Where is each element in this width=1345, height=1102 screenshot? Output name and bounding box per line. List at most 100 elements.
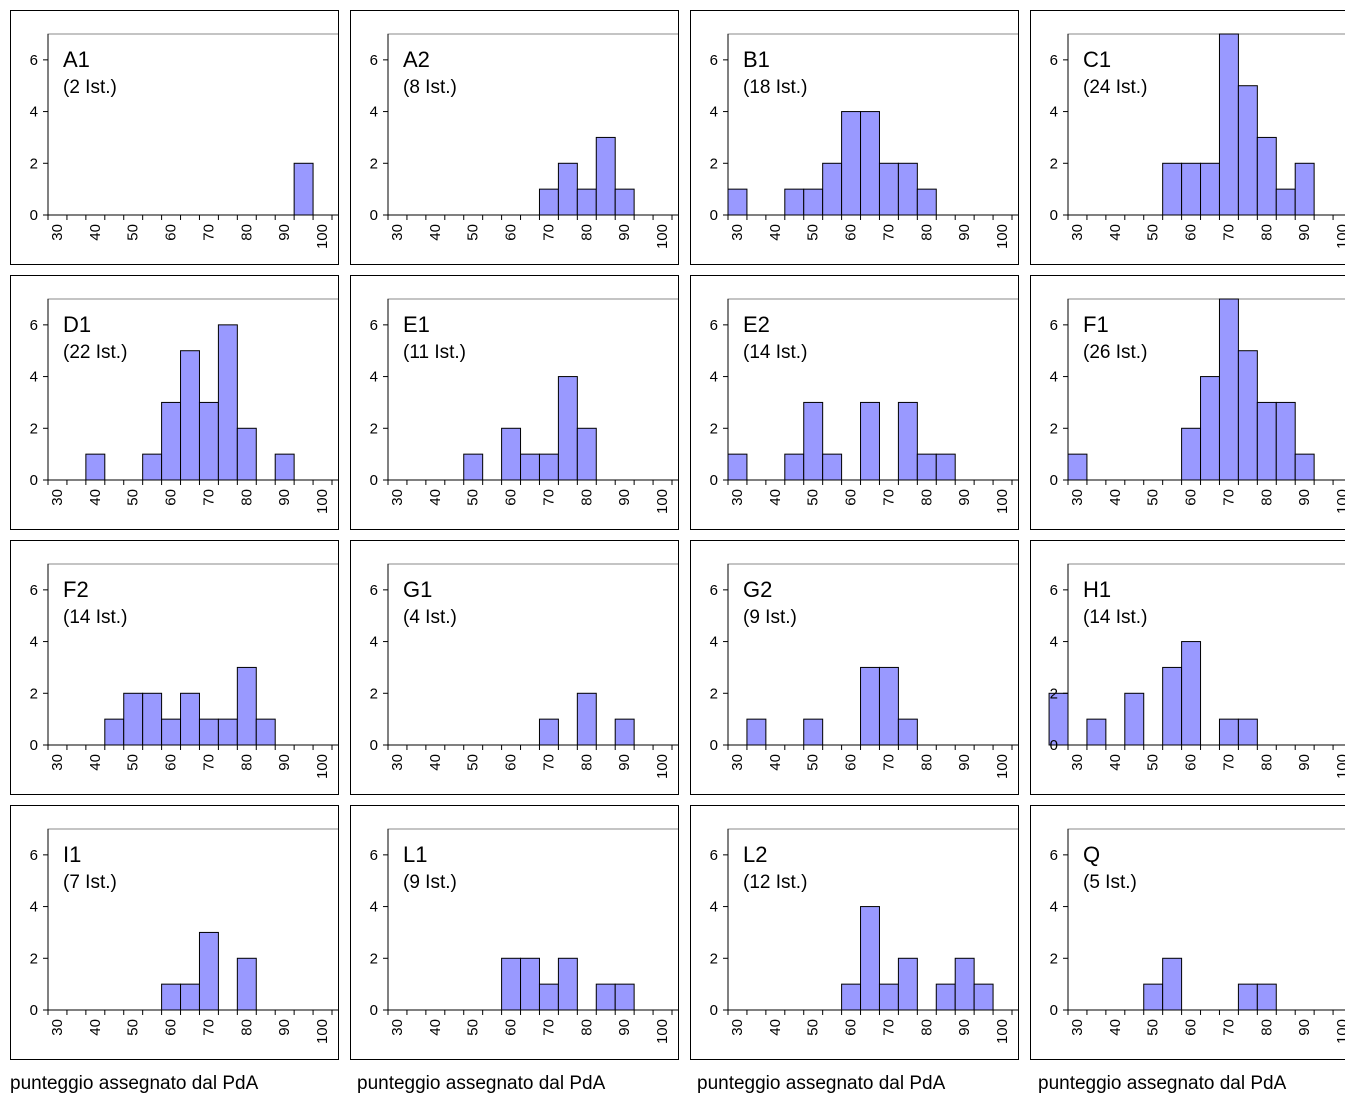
bar xyxy=(1237,85,1258,216)
histogram-svg: 30 40 50 60 70 80 90 100 0 2 4 6 D1 (22 Ist.) xyxy=(30,298,338,514)
x-tick-label: 40 xyxy=(427,224,444,241)
panel-subtitle: (14 Ist.) xyxy=(743,342,807,363)
x-tick-label: 80 xyxy=(238,754,255,771)
x-tick-label: 50 xyxy=(805,224,822,241)
y-tick-label: 2 xyxy=(710,950,718,967)
x-tick-label: 90 xyxy=(956,489,973,506)
panel-subtitle: (9 Ist.) xyxy=(743,607,797,628)
bar xyxy=(878,666,899,746)
x-tick-label: 30 xyxy=(729,489,746,506)
x-tick-label: 70 xyxy=(880,1019,897,1036)
x-tick-label: 50 xyxy=(1145,489,1162,506)
x-tick-label: 90 xyxy=(1296,754,1313,771)
y-tick-label: 0 xyxy=(1050,207,1058,224)
panel-title: L1 xyxy=(403,842,427,867)
bar xyxy=(538,983,559,1011)
x-tick-label: 40 xyxy=(427,1019,444,1036)
bar xyxy=(1218,298,1239,481)
bar xyxy=(520,453,540,481)
histogram-panel-l1: 30 40 50 60 70 80 90 100 0 2 4 6 L1 (9 Ist.) xyxy=(350,805,679,1060)
x-tick-label: 100 xyxy=(1334,224,1345,249)
x-tick-label: 80 xyxy=(1258,489,1275,506)
bar xyxy=(822,453,843,481)
bar xyxy=(274,453,295,481)
plot-area xyxy=(387,298,678,481)
x-tick-label: 30 xyxy=(49,754,66,771)
x-tick-label: 80 xyxy=(1258,754,1275,771)
bar xyxy=(784,453,805,481)
panel-title: E1 xyxy=(403,312,430,337)
bar xyxy=(520,957,540,1011)
y-tick-label: 0 xyxy=(1050,737,1058,754)
y-tick-label: 6 xyxy=(710,317,718,334)
histogram-panel-i1: 30 40 50 60 70 80 90 100 0 2 4 6 I1 (7 Ist.) xyxy=(10,805,339,1060)
bar xyxy=(142,453,163,481)
x-tick-label: 70 xyxy=(540,224,557,241)
y-tick-label: 4 xyxy=(370,369,378,386)
x-tick-label: 60 xyxy=(843,1019,860,1036)
bar xyxy=(1275,401,1296,481)
y-tick-label: 2 xyxy=(710,685,718,702)
bar xyxy=(803,718,824,746)
histogram-panel-a2: 30 40 50 60 70 80 90 100 0 2 4 6 A2 (8 Ist.) xyxy=(350,10,679,265)
x-tick-label: 70 xyxy=(1220,754,1237,771)
y-tick-label: 6 xyxy=(710,847,718,864)
bar xyxy=(897,718,918,746)
histogram-panel-a1: 30 40 50 60 70 80 90 100 0 2 4 6 A1 (2 Ist.) xyxy=(10,10,339,265)
bar xyxy=(217,718,238,746)
y-tick-label: 4 xyxy=(1050,104,1058,121)
y-tick-label: 2 xyxy=(370,950,378,967)
x-tick-label: 50 xyxy=(1145,754,1162,771)
panel-title: A2 xyxy=(403,47,430,72)
y-tick-label: 4 xyxy=(30,369,38,386)
y-tick-label: 6 xyxy=(30,847,38,864)
x-tick-label: 40 xyxy=(1107,754,1124,771)
x-tick-label: 50 xyxy=(125,754,142,771)
x-tick-label: 40 xyxy=(87,224,104,241)
x-tick-label: 80 xyxy=(578,224,595,241)
x-tick-label: 100 xyxy=(314,489,331,514)
bar xyxy=(161,718,182,746)
bar xyxy=(614,718,635,746)
x-tick-label: 30 xyxy=(389,224,406,241)
histogram-svg: 30 40 50 60 70 80 90 100 0 2 4 6 F2 (14 Ist.) xyxy=(30,563,338,779)
y-tick-label: 6 xyxy=(710,582,718,599)
bar xyxy=(538,453,559,481)
y-tick-label: 2 xyxy=(30,685,38,702)
panel-subtitle: (11 Ist.) xyxy=(403,342,466,363)
bar xyxy=(236,427,257,481)
x-tick-label: 40 xyxy=(1107,489,1124,506)
y-tick-label: 4 xyxy=(370,104,378,121)
bar xyxy=(841,111,862,216)
y-tick-label: 2 xyxy=(1050,950,1058,967)
x-tick-label: 70 xyxy=(200,754,217,771)
x-tick-label: 100 xyxy=(314,224,331,249)
x-tick-label: 80 xyxy=(238,224,255,241)
y-tick-label: 6 xyxy=(1050,52,1058,69)
bar xyxy=(557,162,578,216)
histogram-svg: 30 40 50 60 70 80 90 100 0 2 4 6 H1 (14 Ist.) xyxy=(1048,563,1345,779)
histogram-panel-q: 30 40 50 60 70 80 90 100 0 2 4 6 Q (5 Ist.) xyxy=(1030,805,1345,1060)
x-tick-label: 100 xyxy=(654,1019,671,1044)
bar xyxy=(1237,983,1258,1011)
x-tick-label: 90 xyxy=(1296,1019,1313,1036)
x-tick-label: 40 xyxy=(767,489,784,506)
plot-area xyxy=(47,828,338,1011)
bar xyxy=(255,718,276,746)
bar xyxy=(142,692,163,746)
x-tick-label: 40 xyxy=(427,754,444,771)
bar xyxy=(161,401,182,481)
x-tick-label: 100 xyxy=(994,1019,1011,1044)
y-tick-label: 2 xyxy=(370,685,378,702)
x-tick-label: 50 xyxy=(465,489,482,506)
panel-subtitle: (14 Ist.) xyxy=(1083,607,1147,628)
x-tick-label: 60 xyxy=(1183,1019,1200,1036)
histogram-panel-e1: 30 40 50 60 70 80 90 100 0 2 4 6 E1 (11 Ist.) xyxy=(350,275,679,530)
x-tick-label: 40 xyxy=(87,1019,104,1036)
panel-title: I1 xyxy=(63,842,81,867)
x-tick-label: 30 xyxy=(389,754,406,771)
x-tick-label: 40 xyxy=(1107,224,1124,241)
x-tick-label: 90 xyxy=(956,754,973,771)
bar xyxy=(1067,453,1088,481)
panel-title: G1 xyxy=(403,577,432,602)
